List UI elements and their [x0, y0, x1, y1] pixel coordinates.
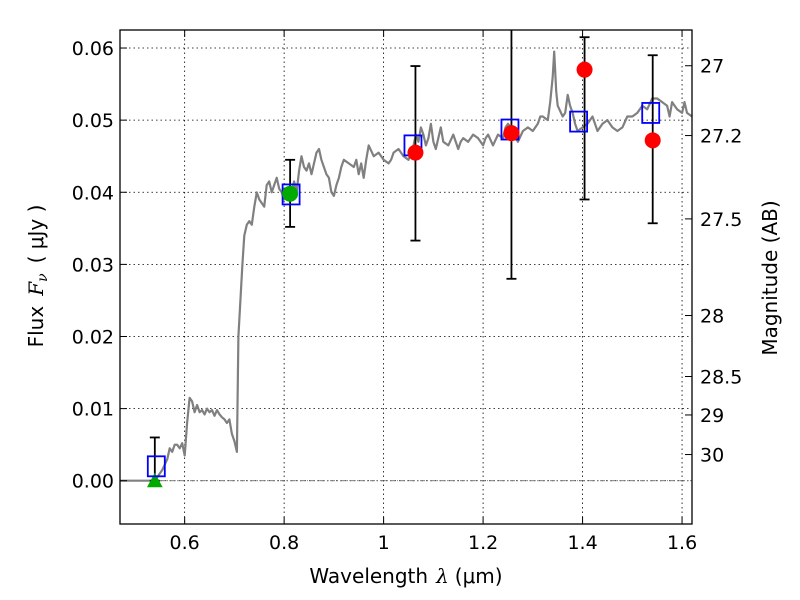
axis-ticks: 0.6 0.8 1 1.2 1.4 1.6 0.00 0.01 0.02 0.03 0.04 0.05… — [72, 30, 742, 554]
observed-marker — [576, 61, 593, 78]
model-photometry-square — [569, 110, 588, 133]
observed-marker — [644, 132, 661, 149]
y-tick-label: 0.04 — [72, 182, 114, 204]
magnitude-axis-title: Magnitude (AB) — [758, 200, 782, 355]
y-axis-title: Flux Fν ( μJy ) — [24, 205, 51, 348]
detection-marker — [282, 185, 299, 202]
model-photometry-square — [146, 455, 166, 478]
y-axis-title-symbol: F — [24, 281, 48, 297]
y-tick-label: 0.06 — [72, 38, 114, 60]
observed-marker — [407, 144, 424, 161]
y-tick-label: 0.01 — [72, 399, 114, 421]
y-tick-label: 0.02 — [72, 326, 114, 348]
plot-frame — [119, 29, 693, 525]
magnitude-tick-label: 30 — [700, 445, 724, 467]
magnitude-tick-label: 28 — [700, 306, 724, 328]
y-tick-label: 0.00 — [72, 471, 114, 493]
magnitude-tick-label: 27.2 — [700, 126, 742, 148]
magnitude-tick-label: 27.5 — [700, 209, 742, 231]
y-axis-title-prefix: Flux — [24, 306, 48, 348]
x-tick-label: 0.6 — [170, 532, 200, 554]
sed-model-line — [120, 50, 693, 482]
x-tick-label: 0.8 — [269, 532, 299, 554]
y-axis-title-unit: ( μJy ) — [24, 205, 48, 264]
magnitude-tick-label: 27 — [700, 56, 724, 78]
grid-lines — [120, 30, 692, 524]
y-axis-title-subscript: ν — [35, 273, 51, 282]
x-axis-title-symbol: λ — [435, 564, 449, 588]
plot-area — [120, 30, 693, 488]
x-tick-label: 1.6 — [667, 532, 697, 554]
x-axis-title-prefix: Wavelength — [309, 564, 428, 588]
magnitude-tick-label: 28.5 — [700, 366, 742, 388]
x-axis-title: Wavelength λ (μm) — [309, 564, 502, 588]
upper-limit-marker — [146, 472, 163, 488]
observed-marker — [503, 125, 520, 142]
y-tick-label: 0.03 — [72, 254, 114, 276]
x-tick-label: 1 — [378, 532, 390, 554]
y-tick-label: 0.05 — [72, 110, 114, 132]
magnitude-tick-label: 29 — [700, 405, 724, 427]
x-axis-title-unit: (μm) — [455, 564, 503, 588]
x-tick-label: 1.4 — [567, 532, 597, 554]
x-tick-label: 1.2 — [468, 532, 498, 554]
model-photometry-square — [641, 102, 661, 124]
